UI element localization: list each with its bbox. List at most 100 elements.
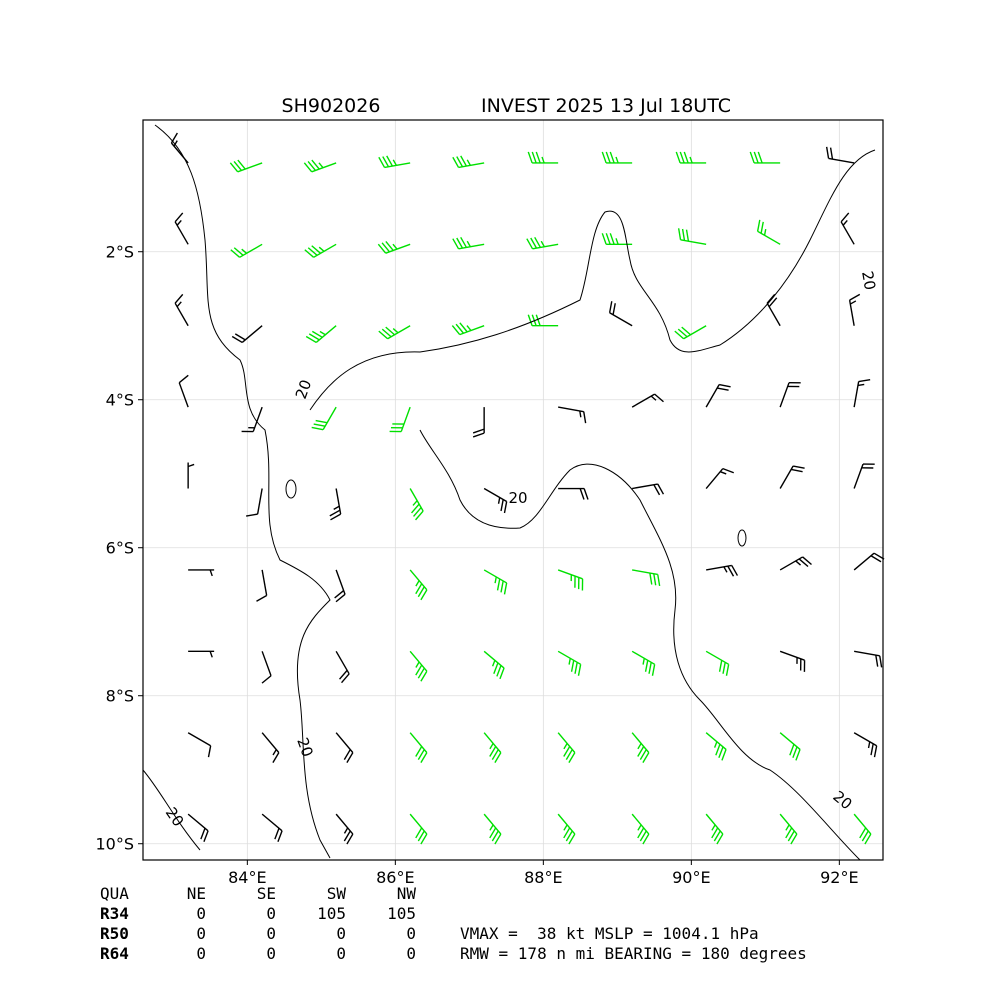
barb-feather [231, 335, 243, 344]
barb-staff [483, 732, 502, 754]
y-tick-label: 2°S [106, 243, 134, 262]
barb-feather [420, 670, 428, 682]
barb-staff [409, 813, 428, 835]
barb-staff [335, 569, 346, 595]
barb-feather [203, 830, 209, 842]
barb-staff [237, 162, 263, 173]
barb-staff [705, 813, 724, 835]
barb-feather [757, 151, 763, 164]
contour-label: 20 [292, 377, 315, 401]
barb-staff [853, 463, 864, 489]
barb-feather [307, 247, 318, 256]
barb-staff [853, 732, 878, 747]
wind-barb [378, 325, 411, 340]
barb-feather [715, 744, 721, 756]
barb-staff [335, 650, 350, 675]
barb-feather [579, 410, 582, 418]
barb-feather [381, 328, 392, 338]
barb-feather [333, 505, 340, 510]
barb-feather [319, 330, 326, 336]
barb-staff [848, 299, 855, 326]
barb-feather [491, 660, 496, 667]
barb-feather [459, 322, 468, 333]
barb-staff [632, 483, 658, 490]
y-tick-label: 8°S [106, 687, 134, 706]
wind-barb [608, 301, 633, 327]
barb-feather [187, 463, 195, 468]
barb-feather [335, 593, 346, 603]
table-cell: 105 [317, 904, 346, 923]
table-header: NE [187, 884, 206, 903]
barb-feather [415, 746, 423, 757]
barb-staff [705, 384, 720, 408]
barb-feather [637, 827, 645, 839]
barb-staff [409, 569, 428, 591]
y-tick-label: 10°S [95, 835, 134, 854]
barb-feather [605, 151, 611, 164]
barb-feather [256, 594, 267, 602]
barb-feather [565, 830, 573, 842]
barb-feather [563, 824, 568, 831]
barb-feather [277, 830, 283, 842]
barb-staff [409, 488, 424, 512]
contours [142, 124, 876, 861]
x-tick-label: 84°E [228, 868, 266, 887]
barb-feather [760, 221, 764, 234]
barb-feather [651, 664, 656, 676]
barb-staff [313, 243, 337, 258]
barb-feather [713, 830, 721, 842]
barb-feather [417, 749, 425, 760]
barb-staff [680, 239, 707, 246]
barb-staff [558, 406, 584, 413]
barb-staff [828, 157, 855, 164]
barb-feather [451, 325, 461, 336]
wind-barb [853, 732, 878, 758]
barb-feather [756, 219, 761, 232]
barb-feather [500, 499, 504, 512]
table-cell: 0 [196, 924, 206, 943]
wind-barb [705, 467, 735, 489]
barb-feather [637, 824, 642, 831]
barb-feather [415, 583, 423, 595]
barb-feather [466, 240, 471, 248]
barb-feather [763, 228, 767, 236]
wind-barb [335, 813, 354, 845]
barb-feather [731, 565, 739, 576]
y-tick-label: 6°S [106, 539, 134, 558]
barb-feather [274, 828, 280, 840]
barb-feather [329, 509, 341, 517]
barb-feather [718, 746, 724, 759]
title-left: SH902026 [282, 95, 381, 117]
wind-barb [334, 569, 346, 603]
barb-feather [472, 428, 485, 434]
barb-feather [343, 830, 351, 842]
barb-feather [608, 301, 613, 313]
barb-feather [530, 237, 538, 249]
barb-feather [377, 243, 387, 254]
barb-staff [256, 488, 263, 515]
barb-feather [378, 330, 389, 340]
barb-feather [639, 749, 647, 760]
barb-feather [460, 155, 468, 167]
barb-feather [540, 240, 545, 248]
wind-barb [526, 236, 559, 250]
barb-feather [792, 746, 798, 759]
barb-staff [252, 406, 263, 432]
barb-staff [854, 650, 880, 657]
wind-barb [452, 155, 485, 169]
barb-staff [174, 221, 189, 245]
barb-feather [455, 323, 465, 334]
barb-feather [229, 162, 239, 173]
barb-feather [173, 140, 178, 147]
barb-feather [334, 590, 345, 599]
barb-feather [311, 426, 324, 431]
barb-feather [456, 237, 464, 249]
table-header: NW [397, 884, 417, 903]
wind-barb [409, 732, 428, 764]
x-tick-label: 86°E [376, 868, 414, 887]
barb-feather [677, 328, 688, 338]
row-label: R50 [100, 924, 129, 943]
wind-barb [779, 381, 801, 408]
barb-feather [864, 833, 872, 845]
